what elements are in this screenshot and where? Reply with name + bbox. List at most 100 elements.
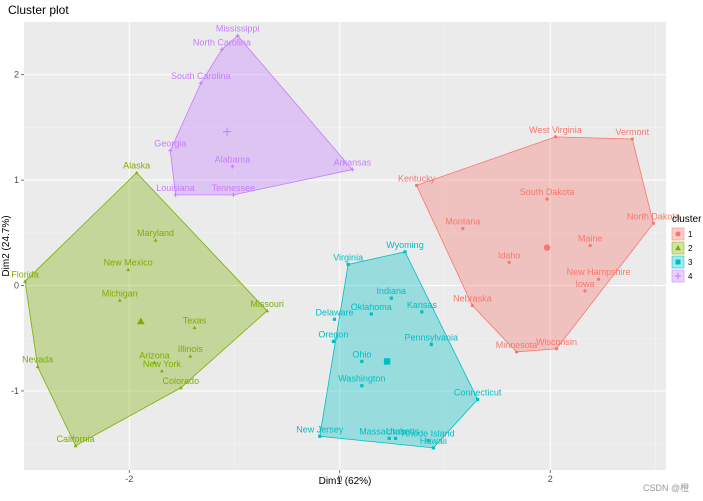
- axis-ticks: -2 0 2 -1 0 1 2: [11, 70, 553, 484]
- point-label: New Jersey: [296, 424, 344, 434]
- point-label: Delaware: [315, 307, 353, 317]
- legend-label-1: 1: [688, 230, 693, 239]
- point-label: Kansas: [407, 300, 438, 310]
- point-label: Florida: [11, 269, 39, 279]
- x-tick-label: -2: [125, 474, 133, 484]
- y-tick-label: 1: [14, 175, 19, 185]
- cluster-point: [431, 446, 436, 450]
- cluster-hulls: [24, 35, 654, 449]
- point-label: California: [57, 434, 95, 444]
- cluster-point: [153, 238, 158, 242]
- x-tick-label: 2: [548, 474, 553, 484]
- y-tick-label: 0: [14, 281, 19, 291]
- legend-marker-1: [675, 231, 681, 237]
- cluster-point: [514, 350, 519, 354]
- legend-marker-2: [675, 245, 681, 251]
- point-label: Arizona: [139, 350, 170, 360]
- cluster-point: [651, 221, 655, 225]
- x-tick-label: 0: [337, 474, 342, 484]
- point-label: New Hampshire: [567, 267, 631, 277]
- cluster-point: [332, 317, 337, 321]
- cluster-point: [389, 296, 393, 300]
- point-label: Connecticut: [454, 387, 502, 397]
- point-label: Massachusetts: [359, 426, 420, 436]
- point-label: Illinois: [178, 344, 204, 354]
- y-axis-label: Dim2 (24.7%): [1, 215, 12, 276]
- cluster-1-center: [543, 244, 551, 251]
- point-label: North Dakota: [627, 211, 680, 221]
- y-tick-label: -1: [11, 386, 19, 396]
- cluster-point: [235, 33, 240, 38]
- cluster-point: [470, 303, 474, 308]
- point-label: Pennsylvania: [405, 333, 459, 343]
- point-label: New Mexico: [104, 258, 153, 268]
- cluster-point: [318, 434, 322, 438]
- point-labels: West Virginia Vermont Kentucky South Dakota…: [11, 24, 680, 446]
- point-label: Louisiana: [156, 183, 195, 193]
- point-label: Maryland: [137, 228, 174, 238]
- chart-title: Cluster plot: [8, 3, 69, 17]
- point-label: Virginia: [333, 252, 363, 262]
- point-label: Missouri: [250, 299, 284, 309]
- point-label: New York: [143, 359, 182, 369]
- cluster-point: [178, 385, 183, 390]
- cluster-point: [331, 339, 336, 343]
- point-label: Texas: [183, 316, 207, 326]
- cluster-point: [476, 397, 480, 401]
- point-label: Colorado: [163, 376, 200, 386]
- point-label: Mississippi: [216, 24, 260, 34]
- cluster-point: [350, 167, 355, 172]
- plot-panel: [24, 22, 666, 470]
- legend-marker-3: [675, 259, 681, 265]
- cluster-point: [159, 368, 164, 373]
- cluster-point: [429, 342, 433, 347]
- cluster-4-hull: [169, 35, 354, 196]
- cluster-point: [554, 347, 559, 351]
- point-label: West Virginia: [529, 125, 582, 135]
- point-label: Wyoming: [386, 240, 423, 250]
- x-axis-label: Dim1 (62%): [319, 476, 372, 487]
- cluster-2-center: [136, 317, 145, 325]
- point-label: Washington: [338, 374, 385, 384]
- cluster-point: [360, 384, 364, 388]
- point-label: Tennessee: [212, 183, 256, 193]
- cluster-point: [360, 359, 364, 364]
- cluster-3-hull: [319, 251, 479, 449]
- point-label: Oregon: [318, 329, 348, 339]
- point-label: Alaska: [123, 161, 150, 171]
- point-label: Nebraska: [453, 294, 492, 304]
- cluster-point: [507, 260, 511, 264]
- point-label: South Dakota: [520, 187, 575, 197]
- legend-label-3: 3: [688, 258, 693, 267]
- cluster-point: [168, 148, 173, 153]
- legend-label-4: 4: [688, 272, 693, 281]
- cluster-point: [426, 438, 430, 443]
- point-label: Hawaii: [420, 436, 447, 446]
- cluster-point: [414, 183, 419, 187]
- point-label: Kentucky: [398, 173, 436, 183]
- cluster-point: [393, 436, 398, 440]
- y-tick-label: 2: [14, 70, 19, 80]
- cluster-point: [35, 364, 40, 369]
- cluster-point: [192, 325, 197, 330]
- point-label: Oklahoma: [351, 302, 392, 312]
- watermark: CSDN @橙: [643, 482, 689, 493]
- cluster-point: [230, 164, 235, 169]
- point-label: Indiana: [377, 286, 407, 296]
- cluster-point: [583, 289, 587, 293]
- cluster-1-hull: [416, 136, 654, 353]
- cluster-point: [231, 192, 236, 197]
- point-label: Michigan: [102, 288, 138, 298]
- cluster-point: [173, 192, 178, 197]
- cluster-point: [126, 267, 131, 272]
- cluster-point: [630, 137, 634, 141]
- cluster-point: [219, 47, 224, 52]
- cluster-point: [545, 197, 549, 201]
- point-label: Vermont: [616, 127, 650, 137]
- point-label: South Carolina: [171, 71, 231, 81]
- cluster-point: [73, 443, 78, 448]
- cluster-point: [461, 227, 465, 231]
- point-label: Montana: [445, 217, 480, 227]
